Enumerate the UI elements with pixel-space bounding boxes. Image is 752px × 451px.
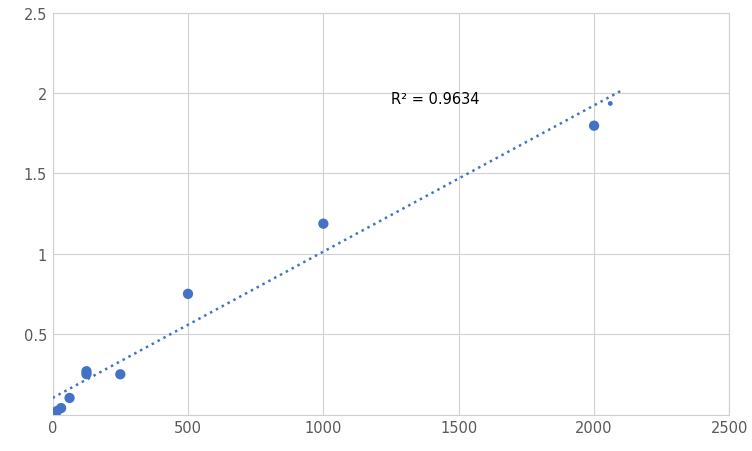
Point xyxy=(114,371,126,378)
Point xyxy=(55,405,67,412)
Point xyxy=(317,221,329,228)
Point xyxy=(605,101,617,108)
Point xyxy=(51,408,63,415)
Point xyxy=(80,371,92,378)
Point xyxy=(182,290,194,298)
Point xyxy=(63,395,75,402)
Text: R² = 0.9634: R² = 0.9634 xyxy=(391,92,480,106)
Point xyxy=(80,368,92,375)
Point xyxy=(588,123,600,130)
